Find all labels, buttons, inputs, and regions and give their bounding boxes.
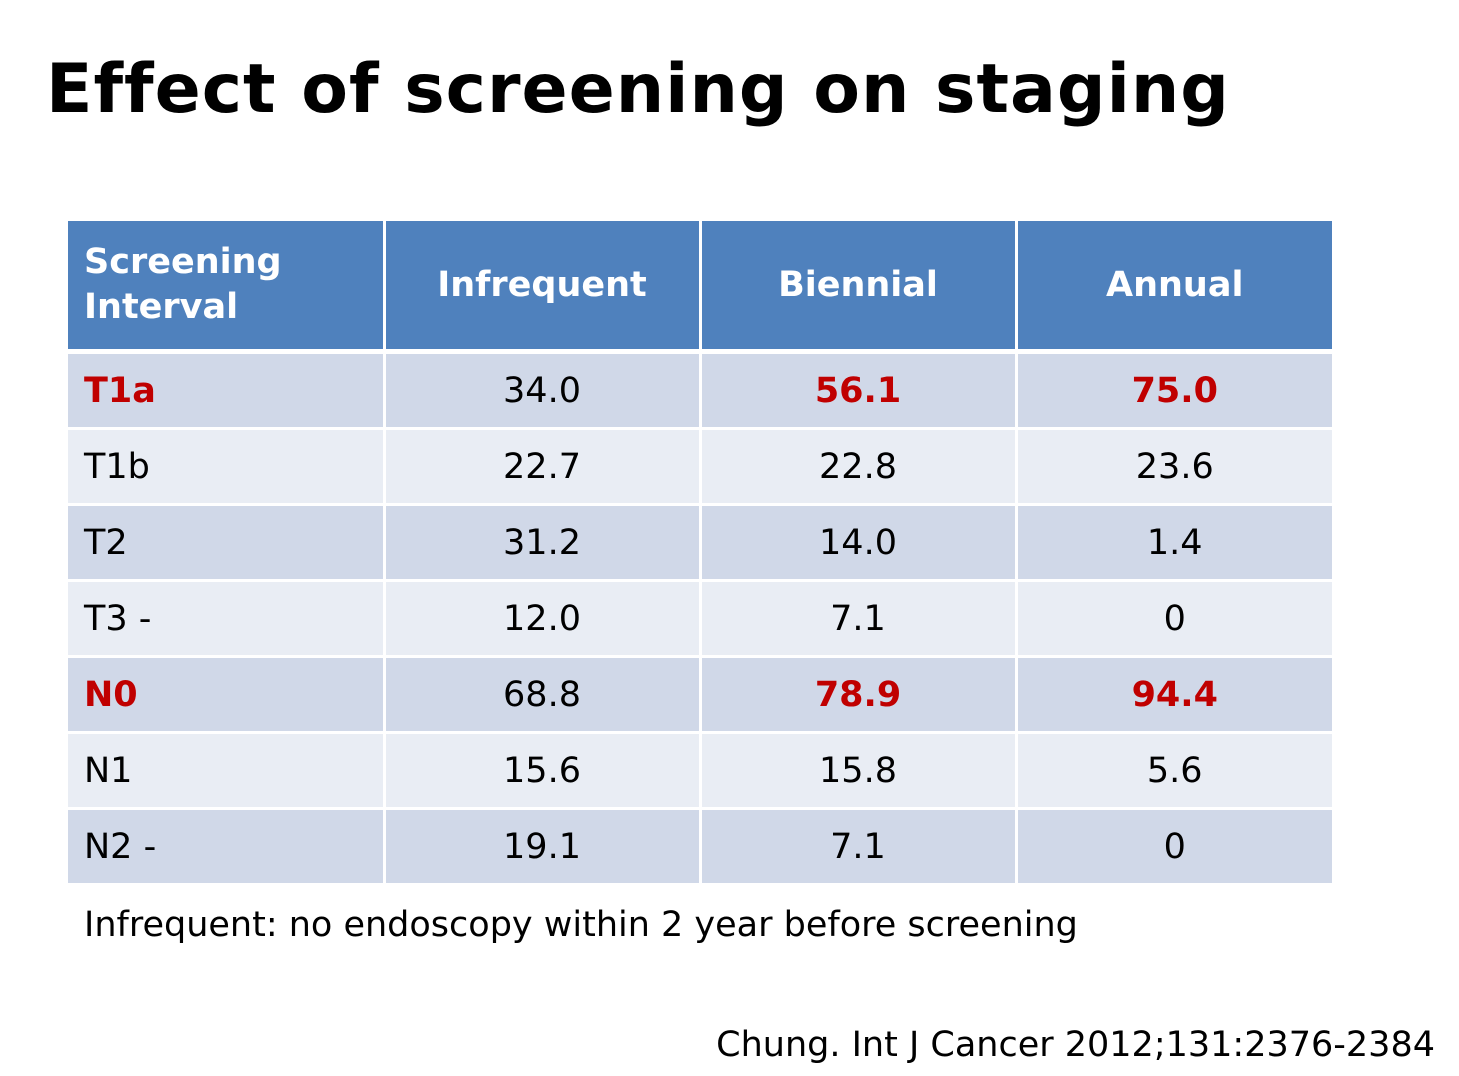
cell-biennial: 14.0 — [700, 504, 1018, 582]
cell-infrequent: 19.1 — [384, 808, 702, 886]
table-row: N2 - 19.1 7.1 0 — [68, 808, 1332, 886]
header-interval-label: Interval — [84, 287, 239, 327]
cell-annual: 23.6 — [1016, 428, 1332, 506]
cell-infrequent: 22.7 — [384, 428, 702, 506]
row-label: T1a — [68, 351, 386, 430]
header-annual: Annual — [1016, 221, 1332, 354]
header-biennial: Biennial — [700, 221, 1018, 354]
table-row: T3 - 12.0 7.1 0 — [68, 580, 1332, 658]
cell-biennial: 22.8 — [700, 428, 1018, 506]
row-label: N2 - — [68, 808, 386, 886]
row-label: T3 - — [68, 580, 386, 658]
cell-annual: 75.0 — [1016, 351, 1332, 430]
citation: Chung. Int J Cancer 2012;131:2376-2384 — [716, 1025, 1435, 1065]
cell-biennial: 7.1 — [700, 580, 1018, 658]
cell-infrequent: 15.6 — [384, 732, 702, 810]
cell-annual: 0 — [1016, 808, 1332, 886]
row-label: T2 — [68, 504, 386, 582]
table-row: T1a 34.0 56.1 75.0 — [68, 351, 1332, 430]
header-screening-label: Screening — [84, 242, 282, 282]
cell-infrequent: 12.0 — [384, 580, 702, 658]
cell-annual: 94.4 — [1016, 656, 1332, 734]
cell-biennial: 56.1 — [700, 351, 1018, 430]
cell-biennial: 78.9 — [700, 656, 1018, 734]
row-label: T1b — [68, 428, 386, 506]
table-row: N0 68.8 78.9 94.4 — [68, 656, 1332, 734]
header-infrequent: Infrequent — [384, 221, 702, 354]
header-screening-interval: Screening Interval — [68, 221, 386, 354]
cell-annual: 5.6 — [1016, 732, 1332, 810]
table-row: T1b 22.7 22.8 23.6 — [68, 428, 1332, 506]
row-label: N1 — [68, 732, 386, 810]
cell-biennial: 7.1 — [700, 808, 1018, 886]
staging-table: Screening Interval Infrequent Biennial A… — [68, 221, 1332, 886]
table-row: N1 15.6 15.8 5.6 — [68, 732, 1332, 810]
cell-annual: 1.4 — [1016, 504, 1332, 582]
cell-infrequent: 68.8 — [384, 656, 702, 734]
cell-infrequent: 34.0 — [384, 351, 702, 430]
slide-title: Effect of screening on staging — [46, 50, 1230, 129]
table-row: T2 31.2 14.0 1.4 — [68, 504, 1332, 582]
cell-annual: 0 — [1016, 580, 1332, 658]
cell-infrequent: 31.2 — [384, 504, 702, 582]
cell-biennial: 15.8 — [700, 732, 1018, 810]
table-header-row: Screening Interval Infrequent Biennial A… — [68, 221, 1332, 354]
footnote: Infrequent: no endoscopy within 2 year b… — [84, 905, 1078, 945]
row-label: N0 — [68, 656, 386, 734]
